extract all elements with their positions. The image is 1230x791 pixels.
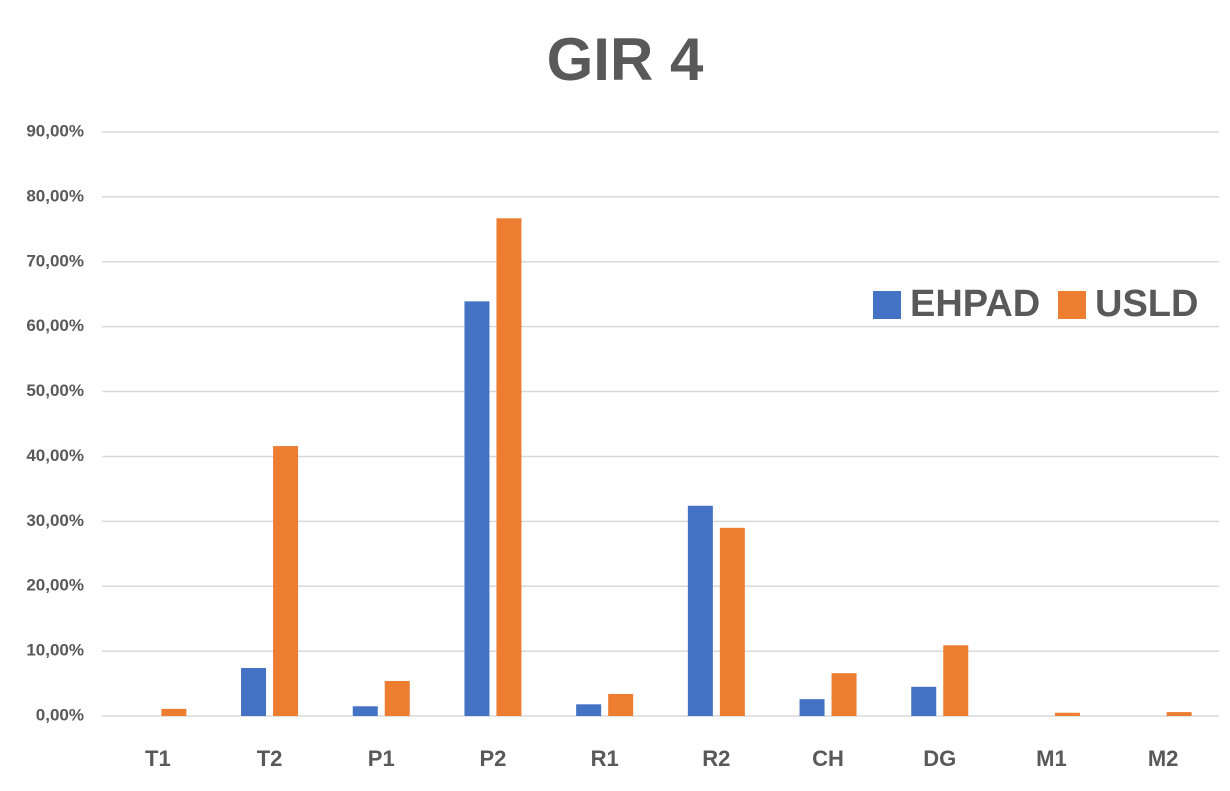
bar (831, 673, 857, 716)
bar (799, 699, 825, 716)
y-tick-label: 20,00% (26, 576, 84, 595)
x-tick-label: CH (812, 746, 844, 771)
x-tick-label: R2 (702, 746, 730, 771)
bar (1166, 712, 1192, 716)
y-tick-label: 60,00% (26, 316, 84, 335)
chart-title: GIR 4 (547, 26, 704, 93)
x-tick-label: P1 (368, 746, 395, 771)
bar (241, 667, 267, 716)
bar (352, 706, 378, 716)
bar (1054, 712, 1080, 716)
bar (273, 446, 299, 716)
bar (911, 686, 937, 716)
x-tick-label: R1 (591, 746, 619, 771)
x-tick-label: M1 (1036, 746, 1067, 771)
y-tick-label: 50,00% (26, 381, 84, 400)
y-tick-label: 10,00% (26, 641, 84, 660)
bar (464, 301, 490, 716)
bar (719, 527, 745, 716)
bar (608, 693, 634, 716)
legend-label: USLD (1095, 283, 1198, 325)
y-tick-label: 90,00% (26, 121, 84, 140)
x-tick-label: M2 (1148, 746, 1179, 771)
bar (943, 645, 969, 716)
y-tick-label: 0,00% (36, 705, 84, 724)
y-tick-label: 80,00% (26, 186, 84, 205)
y-tick-label: 70,00% (26, 251, 84, 270)
legend-swatch (1058, 291, 1086, 319)
bar (687, 505, 713, 716)
x-tick-label: P2 (479, 746, 506, 771)
bar (576, 704, 602, 716)
x-tick-label: DG (923, 746, 956, 771)
x-tick-label: T2 (257, 746, 283, 771)
bar (496, 218, 522, 716)
legend-label: EHPAD (910, 283, 1040, 325)
bar (161, 708, 187, 716)
legend-swatch (873, 291, 901, 319)
y-tick-label: 30,00% (26, 511, 84, 530)
y-tick-label: 40,00% (26, 446, 84, 465)
x-tick-label: T1 (145, 746, 171, 771)
bar (384, 680, 410, 716)
